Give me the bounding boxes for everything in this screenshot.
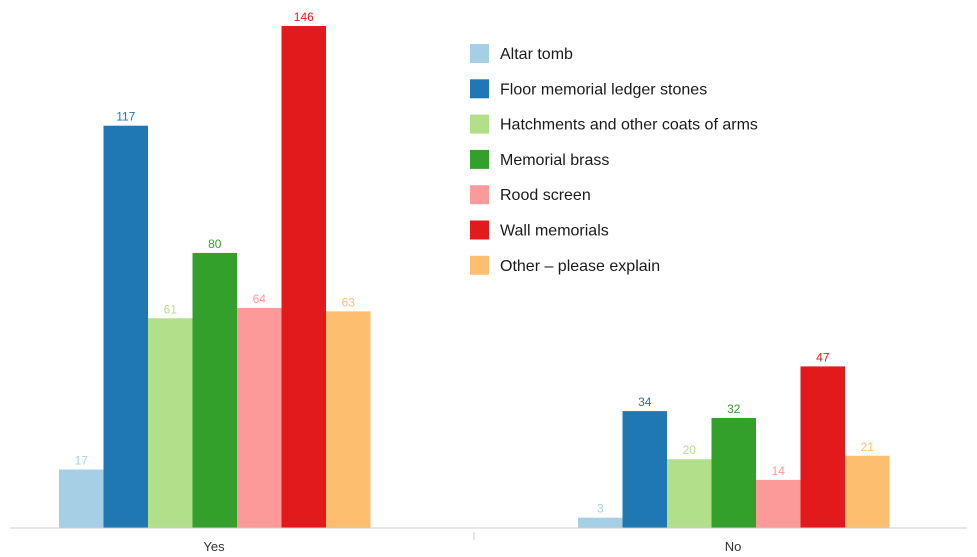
value-label: 146	[294, 10, 314, 24]
x-tick-label: No	[725, 539, 742, 554]
x-tick-label: Yes	[203, 539, 225, 554]
value-label: 34	[638, 395, 652, 409]
legend-swatch-rood-screen	[470, 185, 489, 205]
legend-label-memorial-brass: Memorial brass	[500, 152, 609, 169]
legend-swatch-memorial-brass	[470, 149, 489, 169]
value-label: 3	[597, 502, 604, 516]
value-label: 61	[164, 302, 178, 316]
value-label: 14	[772, 464, 786, 478]
bar-no-floor-memorial-ledger-stones	[622, 411, 667, 528]
x-axis-ticks: Yes No	[203, 532, 741, 554]
legend-label-hatchments-and-other-coats-of-arms: Hatchments and other coats of arms	[500, 117, 758, 134]
legend-label-wall-memorials: Wall memorials	[500, 223, 609, 240]
legend: Altar tomb Floor memorial ledger stones Ha…	[470, 44, 758, 275]
value-label: 80	[208, 237, 222, 251]
bar-yes-other-please-explain	[326, 311, 371, 528]
legend-label-rood-screen: Rood screen	[500, 187, 591, 204]
bar-no-memorial-brass	[711, 418, 756, 528]
legend-swatch-other-please-explain	[470, 255, 489, 275]
bar-no-rood-screen	[756, 479, 801, 528]
legend-swatch-floor-memorial-ledger-stones	[470, 79, 489, 99]
value-label: 20	[683, 443, 697, 457]
bar-yes-hatchments-and-other-coats-of-arms	[148, 318, 193, 528]
value-label: 17	[75, 454, 89, 468]
value-labels-layer: 17 117 61 80 64 146 63 3 34 20 32 14 47 21	[75, 10, 875, 516]
bar-yes-rood-screen	[237, 307, 282, 528]
legend-label-floor-memorial-ledger-stones: Floor memorial ledger stones	[500, 81, 707, 98]
legend-swatch-altar-tomb	[470, 44, 489, 63]
value-label: 47	[816, 350, 830, 364]
bar-no-other-please-explain	[845, 455, 890, 528]
bar-no-altar-tomb	[578, 517, 623, 528]
bar-yes-floor-memorial-ledger-stones	[103, 125, 148, 528]
value-label: 64	[253, 292, 267, 306]
bar-yes-wall-memorials	[281, 26, 326, 528]
legend-label-altar-tomb: Altar tomb	[500, 46, 573, 63]
bar-yes-altar-tomb	[59, 469, 104, 528]
value-label: 21	[861, 440, 875, 454]
bars-layer	[59, 26, 890, 528]
bar-yes-memorial-brass	[192, 252, 237, 528]
value-label: 32	[727, 402, 741, 416]
legend-swatch-hatchments-and-other-coats-of-arms	[470, 114, 489, 134]
legend-label-other-please-explain: Other – please explain	[500, 258, 660, 275]
value-label: 63	[342, 295, 356, 309]
bar-no-wall-memorials	[800, 366, 845, 528]
legend-swatch-wall-memorials	[470, 220, 489, 240]
value-label: 117	[116, 110, 135, 124]
bar-no-hatchments-and-other-coats-of-arms	[667, 459, 712, 528]
